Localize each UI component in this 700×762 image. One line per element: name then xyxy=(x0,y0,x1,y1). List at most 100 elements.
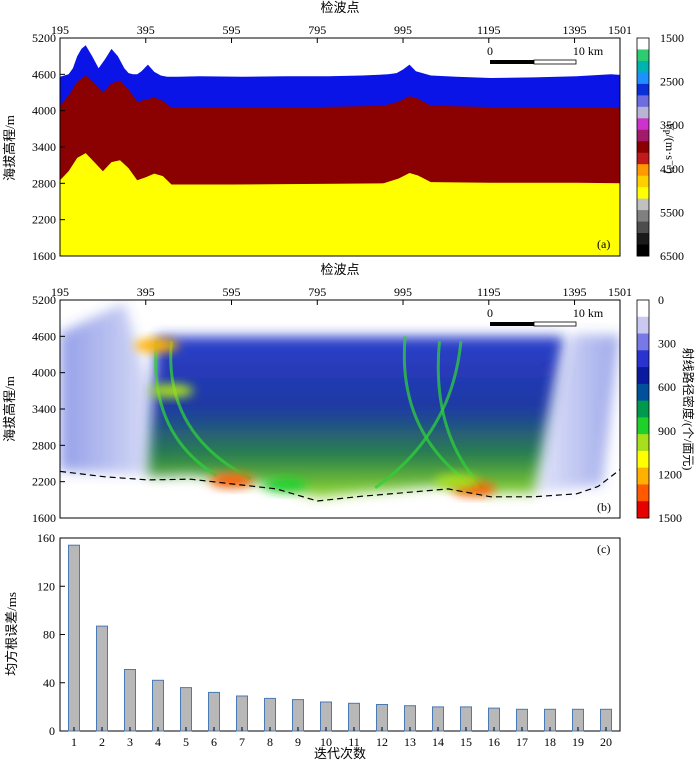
colorbar-b-swatch xyxy=(637,400,649,418)
colorbar-a-swatch xyxy=(637,221,649,234)
colorbar-a-swatch xyxy=(637,95,649,108)
colorbar-a-swatch xyxy=(637,164,649,177)
y-tick-label: 0 xyxy=(49,724,55,738)
colorbar-a-swatch xyxy=(637,198,649,211)
x-tick-label: 1195 xyxy=(477,285,501,299)
y-tick-label: 120 xyxy=(37,579,55,593)
panel-c-axes: 1 2 3 4 5 6 7 8 9 10 11 12 13 14 15 16 17 18 19 20040801201… xyxy=(37,531,612,749)
x-tick-label: 1395 xyxy=(563,285,587,299)
y-tick-label: 5200 xyxy=(32,293,56,307)
x-tick-label: 795 xyxy=(308,285,326,299)
y-tick-label: 2200 xyxy=(32,475,56,489)
colorbar-b-frame xyxy=(636,299,650,519)
x-tick-label: 16 xyxy=(488,735,500,749)
x-tick-label: 7 xyxy=(239,735,245,749)
x-tick-label: 1195 xyxy=(477,23,501,37)
colorbar-b-swatch xyxy=(637,450,649,469)
ray-fan-right xyxy=(525,333,620,494)
ray-density-map xyxy=(60,303,620,502)
panel-a: 195 395 595 795 995 1195 1395 1501 1600 2200 2800 3… xyxy=(2,0,684,263)
x-tick-label: 195 xyxy=(51,285,69,299)
panel-a-xlabel: 检波点 xyxy=(320,0,359,15)
colorbar-a-swatch xyxy=(637,38,649,50)
y-tick-label: 160 xyxy=(37,531,55,545)
x-tick-label: 195 xyxy=(51,23,69,37)
colorbar-b-swatch xyxy=(637,300,649,318)
colorbar-a-swatch xyxy=(637,233,649,246)
model-bottom-boundary xyxy=(60,469,620,502)
scale-bar-a-end: 10 km xyxy=(573,44,604,58)
ray-bundle xyxy=(402,336,475,488)
colorbar-a-swatch xyxy=(637,187,649,200)
y-tick-label: 4600 xyxy=(32,329,56,343)
colorbar-a-swatch xyxy=(637,141,649,154)
colorbar-a-swatch xyxy=(637,60,649,73)
panel-c-ylabel: 均方根误差/ms xyxy=(4,592,19,676)
colorbar-a-swatch xyxy=(637,72,649,85)
panel-b-ylabel: 海拔高程/m xyxy=(2,376,17,442)
velocity-colorbar: 1500 2500 3500 4500 5500 6500 xyxy=(636,31,684,263)
velocity-layers xyxy=(60,45,620,256)
panel-c-label: (c) xyxy=(597,542,610,556)
bar-iteration xyxy=(348,702,360,732)
density-hotspot xyxy=(263,477,308,492)
ray-bundle xyxy=(436,341,484,489)
y-tick-label: 2200 xyxy=(32,213,56,227)
bar-iteration xyxy=(208,691,220,732)
colorbar-b-tick: 0 xyxy=(658,293,664,307)
x-tick-label: 4 xyxy=(155,735,161,749)
colorbar-a-tick: 2500 xyxy=(660,75,684,89)
x-tick-label: 1501 xyxy=(608,23,632,37)
colorbar-b-tick: 600 xyxy=(658,380,676,394)
panel-a-axes: 195 395 595 795 995 1195 1395 1501 1600 2200 2800 3… xyxy=(32,23,632,263)
x-tick-label: 12 xyxy=(376,735,388,749)
scale-bar-b-dark xyxy=(490,322,534,326)
x-tick-label: 9 xyxy=(295,735,301,749)
x-tick-label: 1501 xyxy=(608,285,632,299)
colorbar-b-tick: 1500 xyxy=(658,511,682,525)
x-tick-label: 5 xyxy=(183,735,189,749)
x-tick-label: 995 xyxy=(394,23,412,37)
x-tick-label: 10 xyxy=(320,735,332,749)
colorbar-b-swatch xyxy=(637,367,649,385)
x-tick-label: 15 xyxy=(460,735,472,749)
density-hotspot xyxy=(134,338,179,353)
x-tick-label: 14 xyxy=(432,735,444,749)
colorbar-a-swatch xyxy=(637,49,649,62)
colorbar-a-swatch xyxy=(637,152,649,165)
density-colorbar-label: 射线路径密度/(个/面元) xyxy=(681,348,696,471)
panel-a-label: (a) xyxy=(597,237,610,251)
colorbar-a-swatch xyxy=(637,129,649,142)
colorbar-b-swatch xyxy=(637,417,649,435)
colorbar-b-swatch xyxy=(637,501,649,519)
x-tick-label: 395 xyxy=(137,285,155,299)
x-tick-label: 20 xyxy=(600,735,612,749)
x-tick-label: 1395 xyxy=(563,23,587,37)
x-tick-label: 8 xyxy=(267,735,273,749)
y-tick-label: 40 xyxy=(43,676,55,690)
colorbar-a-swatch xyxy=(637,83,649,96)
y-tick-label: 80 xyxy=(43,628,55,642)
colorbar-a-tick: 6500 xyxy=(660,249,684,263)
scale-bar-b: 0 10 km xyxy=(487,306,604,327)
ray-bundle xyxy=(169,341,252,480)
layer-3 xyxy=(60,153,620,256)
colorbar-a-swatch xyxy=(637,118,649,131)
bar-iteration xyxy=(320,701,332,732)
x-tick-label: 2 xyxy=(99,735,105,749)
y-tick-label: 1600 xyxy=(32,511,56,525)
panel-c: 1 2 3 4 5 6 7 8 9 10 11 12 13 14 15 16 17 18 19 20040801201… xyxy=(4,531,621,761)
y-tick-label: 5200 xyxy=(32,31,56,45)
bar-iteration xyxy=(152,679,164,732)
colorbar-b-swatch xyxy=(637,467,649,485)
scale-bar-b-end: 10 km xyxy=(573,306,604,320)
scale-bar-b-start: 0 xyxy=(487,306,493,320)
scale-bar-a-light xyxy=(533,59,577,65)
colorbar-a-tick: 5500 xyxy=(660,205,684,219)
density-colorbar: 0 300 600 900 1200 1500 xyxy=(636,293,682,525)
colorbar-b-swatch xyxy=(637,316,649,335)
colorbar-b-tick: 300 xyxy=(658,337,676,351)
panel-b: 195 395 595 795 995 1195 1395 1501 1600 2200 2800 3… xyxy=(2,262,696,525)
x-tick-label: 18 xyxy=(544,735,556,749)
